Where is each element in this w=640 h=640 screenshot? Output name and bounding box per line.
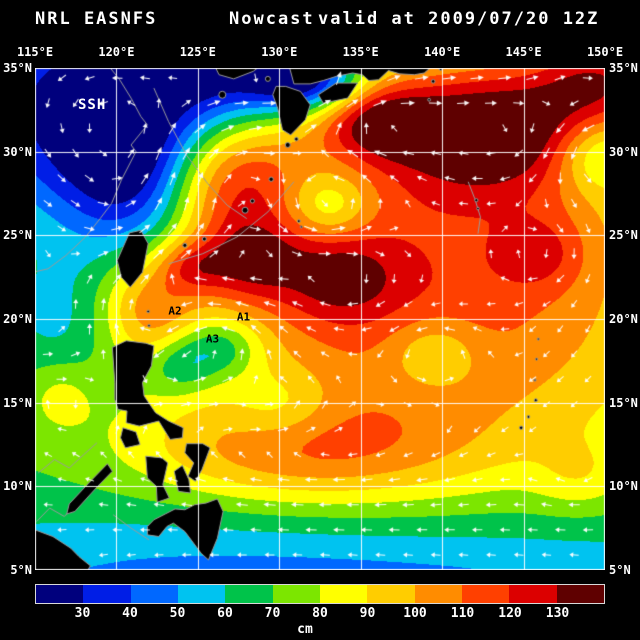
colorbar-tick-label: 30 [74, 606, 91, 621]
eddy-label-a2: A2 [168, 304, 182, 318]
lon-tick-label: 130°E [261, 45, 298, 59]
lat-tick-label-right: 10°N [609, 479, 638, 494]
colorbar-tick-label: 40 [122, 606, 138, 621]
colorbar-unit: cm [297, 622, 313, 637]
colorbar-tick-label: 110 [450, 606, 475, 621]
colorbar-tick-label: 90 [359, 606, 376, 621]
colorbar-tick-label: 80 [312, 606, 328, 621]
eddy-label-a3: A3 [205, 332, 220, 346]
colorbar-tick-label: 70 [264, 606, 281, 621]
model-name: NRL EASNFS [35, 9, 158, 29]
colorbar-segment [36, 585, 84, 603]
lon-tick-label: 120°E [98, 45, 135, 59]
ssh-map-canvas [35, 68, 605, 570]
product-name: Nowcast [229, 9, 315, 29]
lat-tick-label-left: 10°N [3, 479, 32, 494]
colorbar-tick-label: 100 [403, 606, 427, 621]
lat-tick-label-left: 35°N [3, 61, 32, 75]
colorbar-segment [319, 585, 368, 603]
lon-tick-label: 150°E [586, 45, 624, 59]
lon-tick-label: 115°E [16, 45, 54, 59]
lat-tick-label-right: 15°N [609, 395, 638, 410]
colorbar-segment [83, 585, 131, 603]
lon-tick-label: 145°E [505, 45, 542, 59]
colorbar-tick-label: 130 [545, 606, 570, 621]
lat-tick-label-left: 30°N [3, 144, 32, 159]
colorbar-segment [130, 585, 178, 603]
colorbar-tick-label: 120 [498, 606, 522, 621]
colorbar-segment [225, 585, 273, 603]
lat-tick-label-right: 20°N [609, 312, 638, 326]
lat-tick-label-right: 30°N [609, 144, 638, 159]
lat-tick-label-left: 5°N [10, 563, 32, 577]
lon-tick-label: 135°E [342, 45, 379, 59]
colorbar-segment [272, 585, 320, 603]
colorbar-segment [414, 585, 462, 603]
colorbar-segment [556, 585, 604, 603]
colorbar-tick-labels: 30 40 50 60 70 80 90 100 110 120 130 [0, 606, 640, 621]
lat-tick-label-left: 15°N [3, 395, 32, 410]
valid-time: valid at 2009/07/20 12Z [318, 9, 600, 29]
lat-tick-label-left: 25°N [3, 228, 32, 243]
eddy-label-a1: A1 [236, 310, 251, 324]
colorbar [35, 584, 605, 604]
lat-tick-label-right: 35°N [609, 61, 638, 75]
lat-tick-label-right: 25°N [609, 228, 638, 243]
colorbar-segment [367, 585, 415, 603]
colorbar-tick-label: 60 [217, 606, 233, 621]
lat-tick-label-left: 20°N [3, 312, 32, 326]
lon-tick-label: 140°E [424, 45, 461, 59]
lon-tick-label: 125°E [179, 45, 216, 59]
colorbar-segment [461, 585, 510, 603]
field-label: SSH [78, 97, 107, 113]
colorbar-segment [509, 585, 557, 603]
lat-tick-label-right: 5°N [609, 563, 631, 577]
colorbar-segment [177, 585, 226, 603]
colorbar-tick-label: 50 [169, 606, 186, 621]
